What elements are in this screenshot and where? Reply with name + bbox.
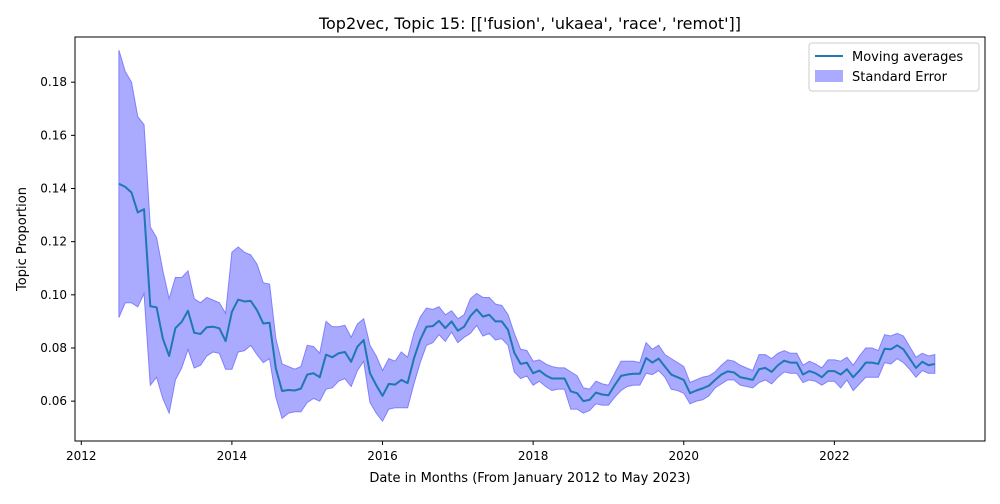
x-tick-label: 2016 (367, 449, 398, 463)
x-tick-label: 2020 (668, 449, 699, 463)
y-tick-label: 0.06 (40, 394, 67, 408)
x-tick-label: 2012 (66, 449, 97, 463)
x-tick-label: 2022 (819, 449, 850, 463)
y-tick-label: 0.18 (40, 75, 67, 89)
legend-box (808, 42, 980, 92)
x-tick-label: 2018 (518, 449, 549, 463)
chart-title: Top2vec, Topic 15: [['fusion', 'ukaea', … (318, 14, 741, 33)
y-axis-label: Topic Proportion (15, 187, 30, 292)
x-tick-label: 2014 (217, 449, 248, 463)
y-axis-ticks: 0.06 0.08 0.10 0.12 0.14 0.16 0.18 (40, 75, 75, 408)
standard-error-band (118, 50, 936, 422)
x-axis-ticks: 2012 2014 2016 2018 2020 2022 (66, 441, 850, 463)
legend-line-label: Moving averages (852, 50, 963, 65)
y-tick-label: 0.08 (40, 341, 67, 355)
plot-frame (74, 36, 986, 442)
legend-band-swatch (815, 70, 843, 82)
moving-average-line (118, 182, 935, 403)
legend-band-label: Standard Error (852, 70, 948, 85)
series-line-layer (118, 182, 935, 403)
y-tick-label: 0.10 (40, 288, 67, 302)
legend: Moving averages Standard Error (808, 42, 980, 92)
x-axis-label: Date in Months (From January 2012 to May… (369, 471, 690, 486)
y-tick-label: 0.14 (40, 182, 67, 196)
y-tick-label: 0.12 (40, 235, 67, 249)
y-tick-label: 0.16 (40, 128, 67, 142)
error-band-layer (118, 50, 936, 422)
